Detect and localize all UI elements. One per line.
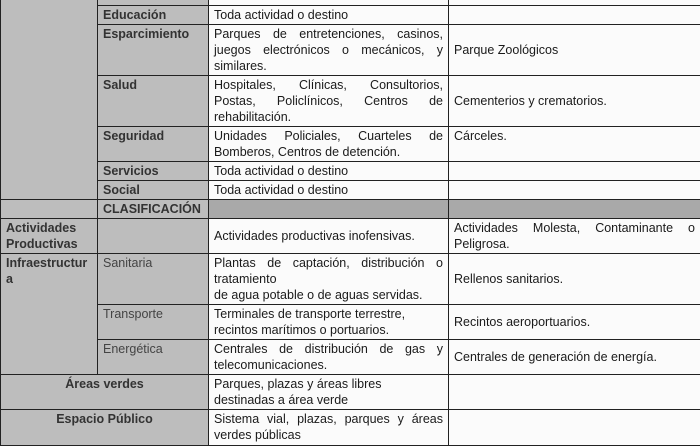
- table-row: Seguridad Unidades Policiales, Cuarteles…: [1, 127, 700, 162]
- prohibited-use: Cementerios y crematorios.: [449, 76, 700, 127]
- equipment-group-cell: [1, 0, 98, 200]
- allowed-use: Sistema vial, plazas, parques y áreas ve…: [209, 410, 449, 446]
- table-row: Energética Centrales de distribución de …: [1, 340, 700, 375]
- allowed-use: Parques, plazas y áreas libres destinada…: [209, 375, 449, 410]
- allowed-use: Unidades Policiales, Cuarteles de Bomber…: [209, 127, 449, 162]
- table-row: Esparcimiento Parques de entretenciones,…: [1, 25, 700, 76]
- subcategory-label: Salud: [98, 76, 209, 127]
- prohibited-use: Cárceles.: [449, 127, 700, 162]
- allowed-use: Toda actividad o destino: [209, 162, 449, 181]
- table-row: Transporte Terminales de transporte terr…: [1, 305, 700, 340]
- prohibited-use: [449, 410, 700, 446]
- category-label: Áreas verdes: [1, 375, 209, 410]
- allowed-use: Parques de entretenciones, casinos, jueg…: [209, 25, 449, 76]
- prohibited-use: Recintos aeroportuarios.: [449, 305, 700, 340]
- prohibited-use: Centrales de generación de energía.: [449, 340, 700, 375]
- allowed-use: Toda actividad o destino: [209, 181, 449, 200]
- table-row: Servicios Toda actividad o destino: [1, 162, 700, 181]
- table-row: Actividades Productivas Actividades prod…: [1, 219, 700, 254]
- table-row: Infraestructura Sanitaria Plantas de cap…: [1, 254, 700, 305]
- table-row: Espacio Público Sistema vial, plazas, pa…: [1, 410, 700, 446]
- subcategory-label: Educación: [98, 6, 209, 25]
- allowed-use: Hospitales, Clínicas, Consultorios, Post…: [209, 76, 449, 127]
- subcategory-label: Transporte: [98, 305, 209, 340]
- table-row: Social Toda actividad o destino: [1, 181, 700, 200]
- subcategory-label: Servicios: [98, 162, 209, 181]
- subcategory-label: Social: [98, 181, 209, 200]
- classification-header-row: CLASIFICACIÓN: [1, 200, 700, 219]
- prohibited-use: Actividades Molesta, Contaminante o Peli…: [449, 219, 700, 254]
- prohibited-use: [449, 162, 700, 181]
- prohibited-use: [449, 375, 700, 410]
- classification-label: CLASIFICACIÓN: [98, 200, 209, 219]
- category-label: Espacio Público: [1, 410, 209, 446]
- subcategory-label: Seguridad: [98, 127, 209, 162]
- prohibited-use: [449, 181, 700, 200]
- prohibited-use: Parque Zoológicos: [449, 25, 700, 76]
- allowed-use: Actividades productivas inofensivas.: [209, 219, 449, 254]
- category-label: Actividades Productivas: [1, 219, 98, 254]
- subcategory-label: Energética: [98, 340, 209, 375]
- allowed-use: Plantas de captación, distribución o tra…: [209, 254, 449, 305]
- subcategory-label: Esparcimiento: [98, 25, 209, 76]
- table-row: Educación Toda actividad o destino: [1, 6, 700, 25]
- subcategory-label: Sanitaria: [98, 254, 209, 305]
- category-label: Infraestructura: [1, 254, 98, 375]
- prohibited-use: [449, 6, 700, 25]
- table-row: Áreas verdes Parques, plazas y áreas lib…: [1, 375, 700, 410]
- allowed-use: Centrales de distribución de gas y telec…: [209, 340, 449, 375]
- prohibited-use: Rellenos sanitarios.: [449, 254, 700, 305]
- table-row: Salud Hospitales, Clínicas, Consultorios…: [1, 76, 700, 127]
- allowed-use: Terminales de transporte terrestre, reci…: [209, 305, 449, 340]
- allowed-use: Toda actividad o destino: [209, 6, 449, 25]
